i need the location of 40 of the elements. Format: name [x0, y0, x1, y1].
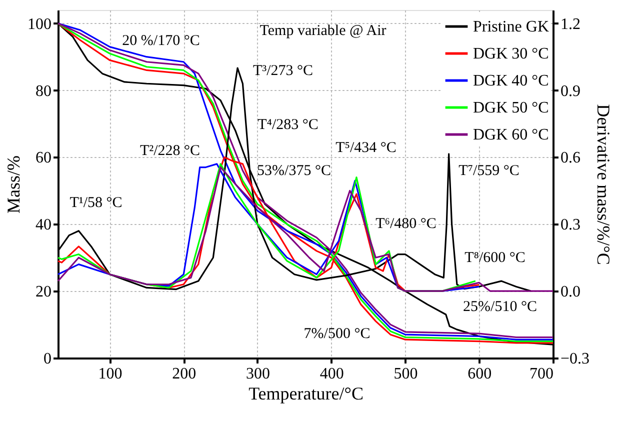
- annotation: 20 %/170 °C: [122, 33, 200, 49]
- y2-tick-label: 0.9: [560, 82, 580, 100]
- annotation: T⁸/600 °C: [464, 250, 526, 266]
- x-tick-label: 200: [172, 366, 196, 382]
- y-tick-label: 80: [36, 82, 52, 100]
- legend-label: DGK 50 °C: [473, 100, 549, 116]
- legend-label: Pristine GK: [473, 18, 550, 36]
- y2-tick-label: 0.0: [560, 284, 580, 301]
- annotation: 25%/510 °C: [463, 299, 537, 315]
- y2-tick-label: −0.3: [560, 350, 590, 368]
- x-axis-title: Temperature/°C: [248, 384, 364, 404]
- x-tick-label: 600: [468, 366, 492, 382]
- x-tick-label: 400: [320, 366, 344, 382]
- annotation: T⁵/434 °C: [336, 140, 396, 156]
- x-tick-label: 500: [394, 366, 418, 382]
- x-tick-label: 700: [530, 366, 554, 382]
- annotation: T⁷/559 °C: [458, 163, 520, 179]
- x-tick-label: 300: [246, 366, 270, 382]
- annotation: 53%/375 °C: [257, 163, 331, 179]
- annotation: 7%/500 °C: [304, 326, 370, 342]
- annotation: Temp variable @ Air: [260, 23, 386, 39]
- y-tick-label: 60: [36, 150, 52, 167]
- annotation: T⁶/480 °C: [376, 216, 436, 232]
- y-tick-label: 40: [36, 216, 52, 234]
- y-axis-title: Mass/%: [4, 155, 24, 214]
- y2-axis-title: Derivative mass/%/°C: [594, 104, 614, 265]
- legend-label: DGK 40 °C: [473, 72, 549, 90]
- y-tick-label: 100: [28, 16, 52, 33]
- x-tick-label: 100: [98, 366, 122, 382]
- legend-label: DGK 30 °C: [473, 46, 549, 62]
- legend-label: DGK 60 °C: [473, 126, 549, 144]
- y2-tick-label: 0.3: [560, 216, 580, 234]
- y-tick-label: 20: [36, 284, 52, 301]
- y2-tick-label: 1.2: [560, 16, 580, 33]
- annotation: T³/273 °C: [252, 63, 314, 79]
- annotation: T²/228 °C: [140, 143, 200, 159]
- annotation: T⁴/283 °C: [258, 117, 318, 133]
- y2-tick-label: 0.6: [560, 150, 580, 167]
- annotation: T¹/58 °C: [70, 195, 122, 211]
- y-tick-label: 0: [44, 350, 52, 368]
